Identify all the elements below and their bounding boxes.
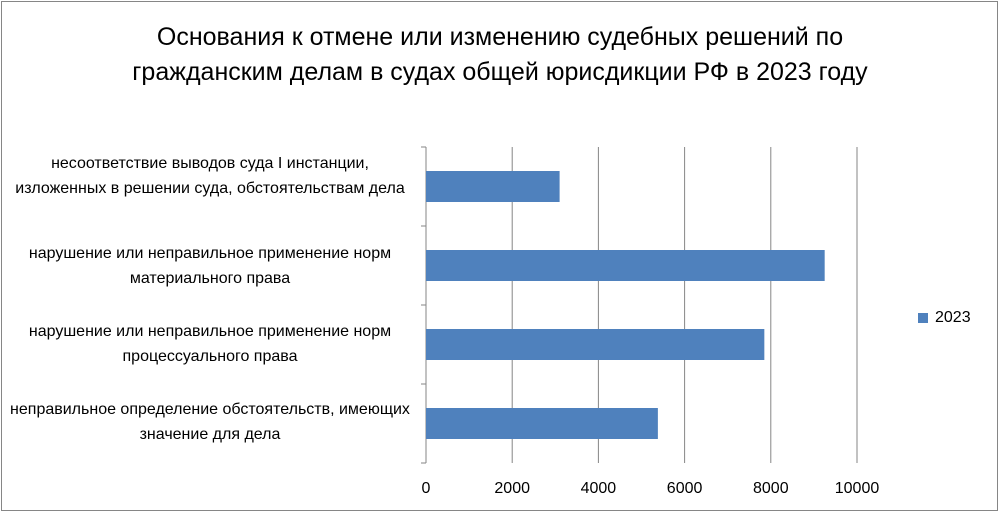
category-label-4: неправильное определение обстоятельств, … (10, 401, 410, 443)
legend: 2023 (918, 309, 971, 327)
category-label-2: нарушение или неправильное применение но… (28, 245, 392, 287)
bar (426, 171, 560, 202)
bar (426, 329, 765, 360)
category-label-1: несоответствие выводов суда I инстанции,… (15, 155, 405, 197)
x-tick-label: 6000 (667, 480, 703, 497)
x-tick-label: 10000 (835, 480, 880, 497)
legend-label: 2023 (935, 309, 971, 326)
x-tick-label: 8000 (753, 480, 789, 497)
bar (426, 250, 825, 281)
chart-title: Основания к отмене или изменению судебны… (132, 23, 868, 86)
category-label-3: нарушение или неправильное применение но… (28, 323, 392, 365)
x-tick-label: 0 (422, 480, 431, 497)
x-tick-label: 4000 (581, 480, 617, 497)
x-tick-label: 2000 (494, 480, 530, 497)
bar (426, 408, 658, 439)
legend-swatch (918, 313, 928, 323)
